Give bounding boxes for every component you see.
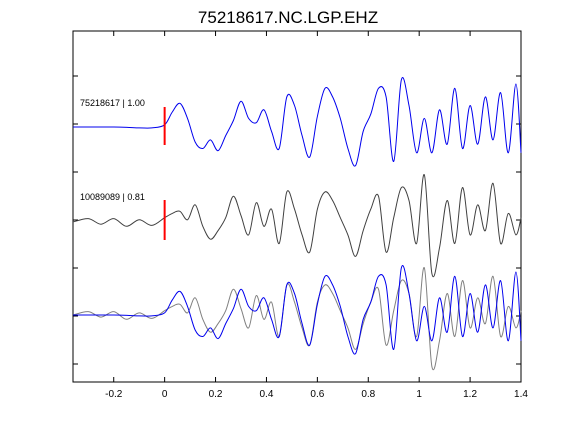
x-tick-label: 1	[416, 389, 422, 400]
x-tick-label: 0.4	[260, 389, 274, 400]
x-tick-label: -0.2	[105, 389, 123, 400]
x-tick-label: 1.4	[514, 389, 528, 400]
x-tick-label: 0.8	[361, 389, 375, 400]
trace-labels: 75218617 | 1.00 10089089 | 0.81	[80, 98, 145, 202]
traces	[72, 77, 522, 370]
plot-area-frame	[72, 30, 522, 383]
x-axis: -0.2 0 0.2 0.4 0.6 0.8 1 1.2 1.4	[105, 31, 528, 400]
chart-title: 75218617.NC.LGP.EHZ	[197, 8, 379, 27]
trace-label: 75218617 | 1.00	[80, 98, 145, 108]
trace-detection-line	[72, 174, 522, 277]
x-tick-label: 0	[162, 389, 168, 400]
x-tick-label: 0.2	[209, 389, 223, 400]
x-tick-label: 1.2	[463, 389, 477, 400]
trace-template-line	[72, 77, 522, 167]
overlay-template-line	[72, 265, 522, 355]
trace-label: 10089089 | 0.81	[80, 192, 145, 202]
x-tick-label: 0.6	[310, 389, 324, 400]
